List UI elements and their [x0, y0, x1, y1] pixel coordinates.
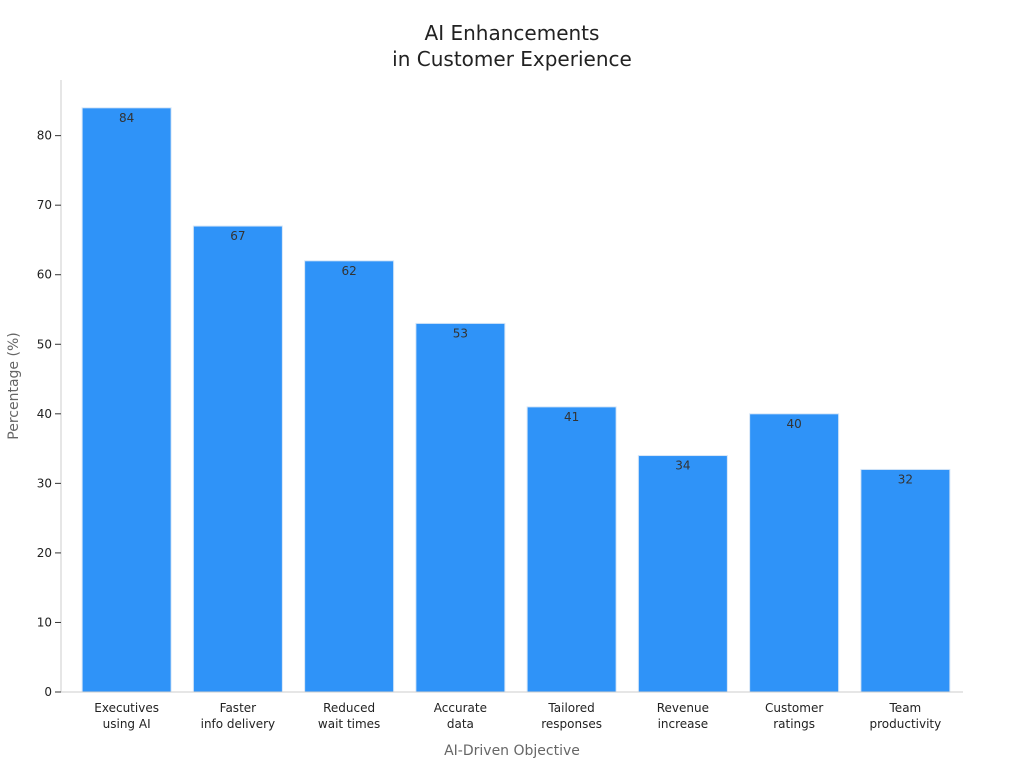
bar: [637, 455, 728, 693]
y-tick-label: 80: [37, 129, 52, 143]
y-tick-label: 0: [44, 685, 52, 699]
y-tick-label: 30: [37, 476, 52, 490]
bar: [304, 260, 395, 693]
data-label: 40: [786, 417, 801, 431]
y-axis: 0 10 20 30 40 50 60 70 80: [37, 80, 62, 699]
y-tick-label: 60: [37, 268, 52, 282]
bar: [526, 406, 617, 693]
x-axis-label: AI-Driven Objective: [444, 743, 580, 759]
chart-title-line-1: AI Enhancements: [425, 21, 600, 45]
data-label: 32: [898, 472, 913, 486]
x-tick-label: Customer ratings: [765, 701, 823, 731]
y-tick-label: 70: [37, 198, 52, 212]
y-tick-label: 50: [37, 337, 52, 351]
chart-title-line-2: in Customer Experience: [392, 47, 632, 71]
data-label: 34: [675, 459, 690, 473]
bars-group: 84 67 62 53 41 34 40 32: [81, 107, 951, 693]
bar: [192, 225, 283, 693]
data-label: 84: [119, 111, 134, 125]
y-tick-label: 40: [37, 407, 52, 421]
y-tick-label: 20: [37, 546, 52, 560]
bar: [415, 322, 506, 693]
data-label: 62: [341, 264, 356, 278]
x-tick-label: Executives using AI: [94, 701, 159, 731]
y-axis-label: Percentage (%): [6, 332, 22, 439]
data-label: 41: [564, 410, 579, 424]
x-tick-label: Team productivity: [870, 701, 942, 731]
x-tick-label: Tailored responses: [541, 701, 602, 731]
data-label: 53: [453, 326, 468, 340]
y-tick-label: 10: [37, 615, 52, 629]
bar: [860, 468, 951, 693]
x-tick-label: Reduced wait times: [318, 701, 380, 731]
bar: [81, 107, 172, 693]
data-label: 67: [230, 229, 245, 243]
x-axis: Executives using AI Faster info delivery Red…: [61, 691, 963, 731]
x-tick-label: Revenue increase: [657, 701, 709, 731]
x-tick-label: Faster info delivery: [201, 701, 276, 731]
x-tick-label: Accurate data: [434, 701, 487, 731]
bar: [749, 413, 840, 693]
